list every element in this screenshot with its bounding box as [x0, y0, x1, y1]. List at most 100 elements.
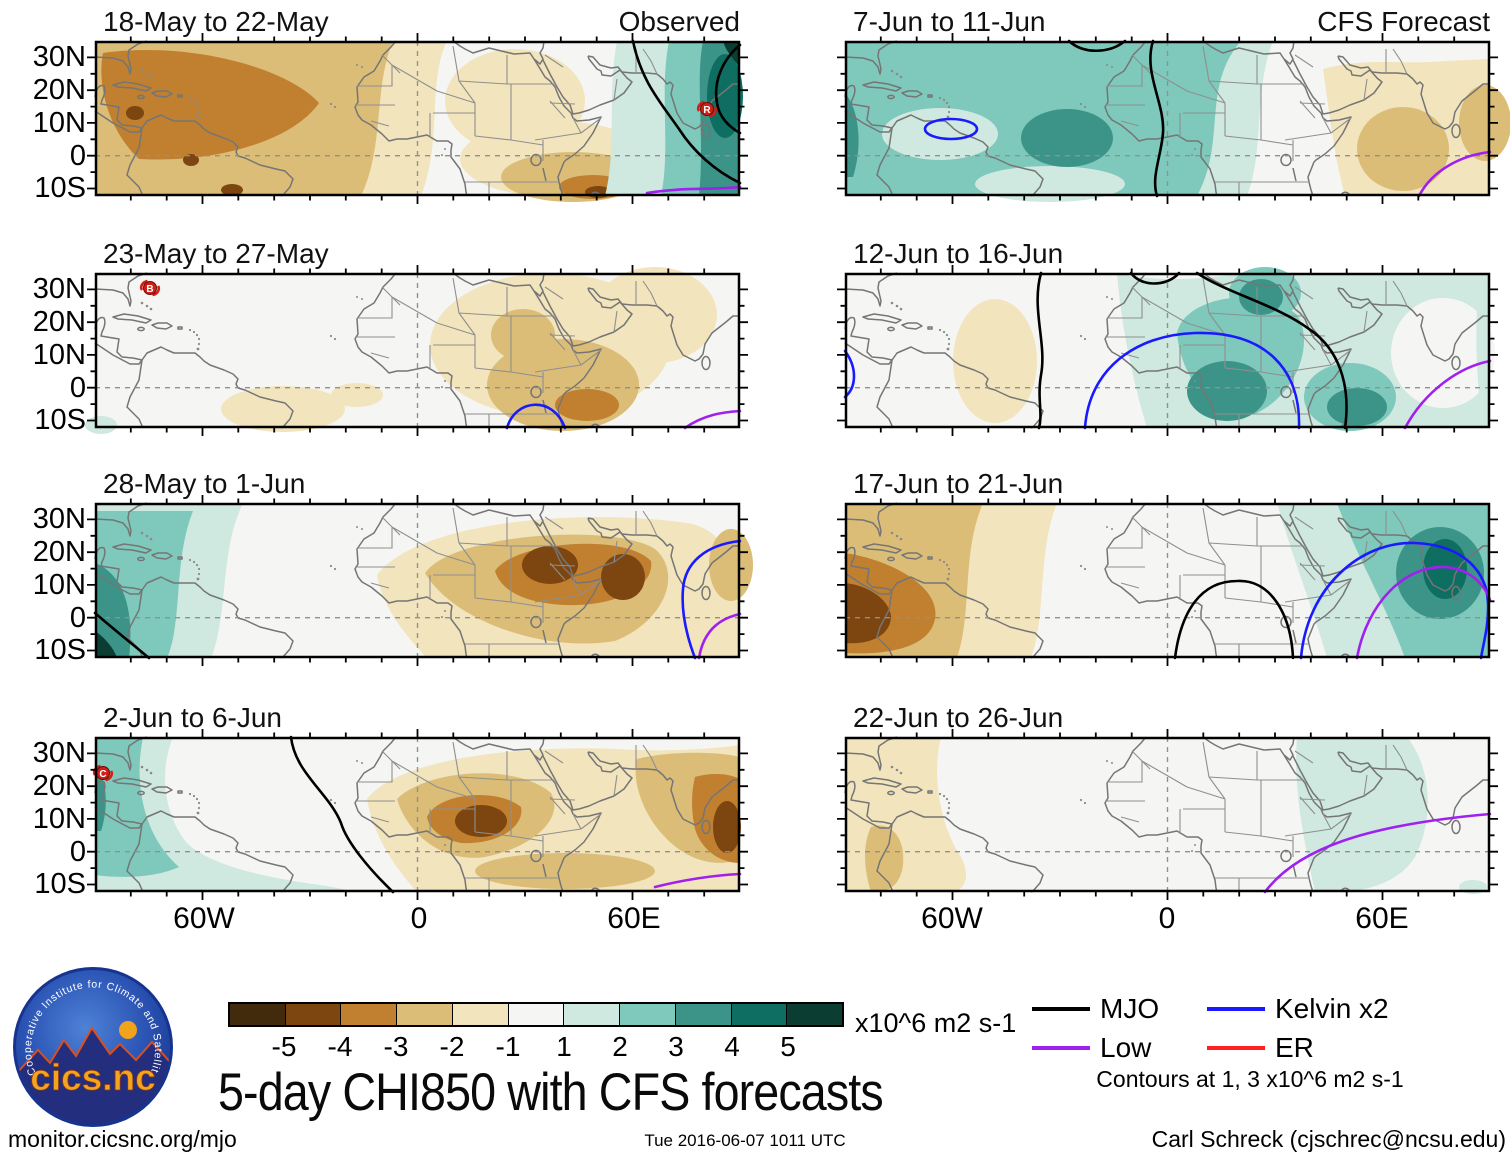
anomaly-shading — [95, 737, 741, 892]
corner-label-cfs-forecast: CFS Forecast — [1317, 6, 1490, 37]
wave-contours — [843, 271, 1492, 430]
map-panel-forecast-1: 7-Jun to 11-Jun CFS Forecast — [837, 6, 1510, 204]
colorbar-cell — [564, 1004, 621, 1025]
map-panel-forecast-3: 17-Jun to 21-Jun — [837, 468, 1498, 666]
panel-title: 28-May to 1-Jun — [103, 468, 306, 499]
svg-text:C: C — [99, 769, 106, 780]
y-axis-label: 10S — [34, 404, 86, 436]
anomaly-shading — [845, 737, 1487, 894]
colorbar-tick-label: 1 — [556, 1031, 572, 1062]
panel-title: 23-May to 27-May — [103, 238, 329, 269]
panel-title: 12-Jun to 16-Jun — [853, 238, 1064, 269]
map-chart: C — [87, 729, 748, 900]
legend-line-er — [1207, 1046, 1265, 1050]
panel-title: 7-Jun to 11-Jun — [853, 6, 1046, 37]
map-panel-observed-4: 2-Jun to 6-Jun — [87, 702, 748, 900]
logo-mountains-icon — [16, 1026, 170, 1124]
map-chart — [837, 729, 1498, 900]
y-axis-label: 10S — [34, 172, 86, 204]
footer-url: monitor.cicsnc.org/mjo — [8, 1126, 237, 1152]
y-axis-label: 10N — [32, 339, 86, 371]
colorbar-cell — [397, 1004, 453, 1025]
svg-text:R: R — [703, 105, 711, 116]
figure-title: 5-day CHI850 with CFS forecasts — [218, 1063, 884, 1122]
y-axis-label: 10N — [32, 569, 86, 601]
map-chart — [87, 495, 753, 666]
y-axis-label: 0 — [69, 602, 86, 634]
corner-label-observed: Observed — [618, 6, 740, 37]
x-axis-label: 0 — [1158, 902, 1176, 935]
storm-marker-b: B — [139, 279, 161, 297]
legend-line-mjo — [1032, 1007, 1090, 1011]
y-axis-label: 30N — [32, 41, 86, 73]
colorbar-cell — [230, 1004, 286, 1025]
logo-text: cics.nc — [30, 1057, 155, 1098]
map-panel-observed-3: 28-May to 1-Jun — [87, 468, 753, 666]
y-axis-label: 20N — [32, 306, 86, 338]
map-panel-observed-1: 18-May to 22-May Observed — [87, 6, 748, 204]
panel-title: 2-Jun to 6-Jun — [103, 702, 282, 733]
y-axis-label: 30N — [32, 503, 86, 535]
panel-title: 22-Jun to 26-Jun — [853, 702, 1064, 733]
map-chart — [837, 495, 1498, 666]
y-axis-label: 30N — [32, 273, 86, 305]
legend-label-kelvin: Kelvin x2 — [1275, 993, 1389, 1024]
colorbar-cell — [285, 1004, 342, 1025]
map-panel-observed-2: 23-May to 27-May B — [85, 238, 748, 436]
anomaly-shading — [953, 267, 1495, 431]
y-axis-label: 10N — [32, 107, 86, 139]
panel-title: 17-Jun to 21-Jun — [853, 468, 1064, 499]
x-axis-label: 0 — [410, 902, 428, 935]
panel-title: 18-May to 22-May — [103, 6, 329, 37]
legend-label-er: ER — [1275, 1032, 1314, 1063]
cics-logo: Cooperative Institute for Climate and Sa… — [12, 966, 173, 1127]
anomaly-shading — [845, 503, 1490, 658]
map-chart — [837, 33, 1510, 204]
y-axis-label: 0 — [69, 140, 86, 172]
wave-contours — [505, 403, 742, 430]
colorbar-tick-label: 2 — [612, 1031, 628, 1062]
storm-marker-r: R — [696, 100, 718, 118]
colorbar-tick-label: -2 — [439, 1031, 465, 1062]
x-axis-label: 60W — [173, 902, 235, 935]
footer-author: Carl Schreck (cjschrec@ncsu.edu) — [1151, 1126, 1506, 1152]
legend-line-low — [1032, 1046, 1090, 1050]
anomaly-shading — [95, 503, 753, 658]
y-axis-label: 10S — [34, 634, 86, 666]
legend-label-low: Low — [1100, 1032, 1152, 1063]
wave-contours — [289, 735, 742, 894]
legend-label-mjo: MJO — [1100, 993, 1160, 1024]
logo-sun-icon — [119, 1021, 137, 1039]
legend-line-kelvin — [1207, 1007, 1265, 1011]
map-panel-forecast-2: 12-Jun to 16-Jun — [837, 238, 1498, 436]
colorbar-cell — [452, 1004, 509, 1025]
colorbar — [228, 1002, 844, 1027]
x-axis-label: 60W — [921, 902, 983, 935]
colorbar-cell — [675, 1004, 732, 1025]
y-axis-label: 10N — [32, 803, 86, 835]
colorbar-tick-label: -1 — [495, 1031, 521, 1062]
colorbar-cell — [620, 1004, 676, 1025]
colorbar-units: x10^6 m2 s-1 — [855, 1008, 1017, 1038]
svg-text:B: B — [146, 284, 153, 295]
colorbar-tick-label: -3 — [383, 1031, 409, 1062]
legend-note: Contours at 1, 3 x10^6 m2 s-1 — [1096, 1066, 1404, 1092]
colorbar-tick-label: -5 — [271, 1031, 297, 1062]
map-chart — [837, 265, 1498, 436]
map-chart: B — [85, 265, 748, 436]
y-axis-label: 30N — [32, 737, 86, 769]
y-axis-label: 0 — [69, 836, 86, 868]
colorbar-tick-label: 4 — [724, 1031, 740, 1062]
x-axis-label: 60E — [607, 902, 661, 935]
y-axis-label: 20N — [32, 74, 86, 106]
x-axis-label: 60E — [1355, 902, 1409, 935]
footer-timestamp: Tue 2016-06-07 1011 UTC — [644, 1131, 846, 1150]
wave-contours — [93, 539, 742, 660]
anomaly-shading — [95, 41, 743, 202]
colorbar-cell — [508, 1004, 565, 1025]
wave-contours — [631, 39, 742, 195]
y-axis-label: 10S — [34, 868, 86, 900]
y-axis-label: 20N — [32, 770, 86, 802]
colorbar-tick-label: -4 — [327, 1031, 353, 1062]
